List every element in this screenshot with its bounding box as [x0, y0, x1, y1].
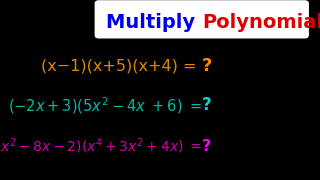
Text: ?: ?: [202, 139, 212, 154]
Text: Polynomials: Polynomials: [202, 13, 320, 32]
Text: ?: ?: [202, 96, 212, 114]
Text: (x−1)(x+5)(x+4) =: (x−1)(x+5)(x+4) =: [41, 58, 202, 73]
Text: $(-2x+3)(5x^{2}-4x\ +6)\ =\ $: $(-2x+3)(5x^{2}-4x\ +6)\ =\ $: [8, 95, 202, 116]
Text: $(4x^{2}-8x-2)(x^{4}+3x^{2}+4x)\ =\ $: $(4x^{2}-8x-2)(x^{4}+3x^{2}+4x)\ =\ $: [0, 137, 202, 156]
Text: ?: ?: [202, 57, 212, 75]
FancyBboxPatch shape: [95, 1, 308, 38]
Text: Multiply: Multiply: [106, 13, 202, 32]
